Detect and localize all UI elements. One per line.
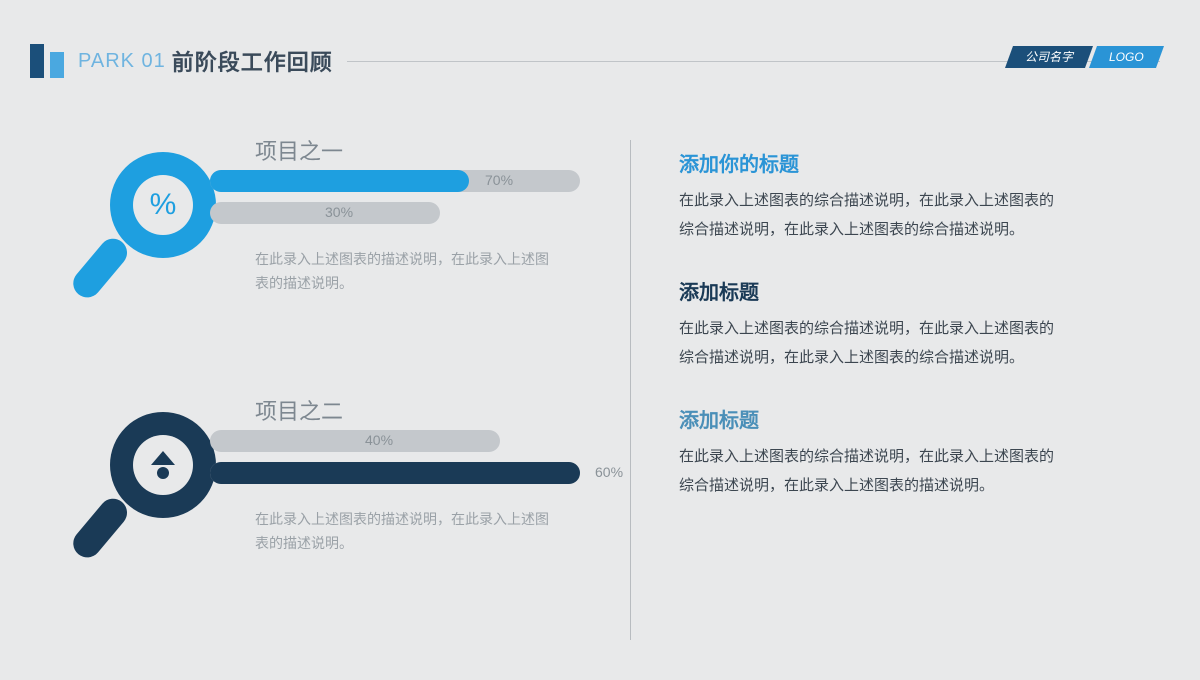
page-title: 前阶段工作回顾 <box>172 45 333 77</box>
bar-label: 70% <box>485 172 513 188</box>
content-area: % 项目之一 70% 30% 在此录入上述图表的描述说明，在此录入上述图表的描述… <box>110 140 1140 640</box>
section-2: 添加标题 在此录入上述图表的综合描述说明，在此录入上述图表的综合描述说明，在此录… <box>679 276 1140 372</box>
magnifier-handle <box>68 493 133 563</box>
project-title-2: 项目之二 <box>255 394 343 426</box>
project-description-2: 在此录入上述图表的描述说明，在此录入上述图表的描述说明。 <box>255 508 555 556</box>
magnifier-lens: % <box>133 175 193 235</box>
right-column: 添加你的标题 在此录入上述图表的综合描述说明，在此录入上述图表的综合描述说明，在… <box>630 140 1140 640</box>
project-title-1: 项目之一 <box>255 134 343 166</box>
bar-track <box>210 430 500 452</box>
arrow-up-icon <box>149 449 177 481</box>
bar-label: 40% <box>365 432 393 448</box>
logo-block: 公司名字 LOGO <box>1009 46 1160 68</box>
accent-bars <box>30 44 64 78</box>
section-3: 添加标题 在此录入上述图表的综合描述说明，在此录入上述图表的综合描述说明，在此录… <box>679 404 1140 500</box>
magnifier-handle <box>68 233 133 303</box>
percent-icon: % <box>150 188 177 222</box>
bar-fill <box>210 462 580 484</box>
accent-bar-1 <box>30 44 44 78</box>
section-number: PARK 01 <box>78 50 166 73</box>
bar-label: 60% <box>595 464 623 480</box>
section-1: 添加你的标题 在此录入上述图表的综合描述说明，在此录入上述图表的综合描述说明，在… <box>679 148 1140 244</box>
project-block-1: % 项目之一 70% 30% 在此录入上述图表的描述说明，在此录入上述图表的描述… <box>110 140 630 330</box>
section-body: 在此录入上述图表的综合描述说明，在此录入上述图表的综合描述说明，在此录入上述图表… <box>679 187 1059 244</box>
magnifier-lens <box>133 435 193 495</box>
company-label: 公司名字 <box>1025 46 1073 68</box>
section-body: 在此录入上述图表的综合描述说明，在此录入上述图表的综合描述说明，在此录入上述图表… <box>679 443 1059 500</box>
project-block-2: 项目之二 40% 60% 在此录入上述图表的描述说明，在此录入上述图表的描述说明… <box>110 400 630 590</box>
left-column: % 项目之一 70% 30% 在此录入上述图表的描述说明，在此录入上述图表的描述… <box>110 140 630 640</box>
project-description-1: 在此录入上述图表的描述说明，在此录入上述图表的描述说明。 <box>255 248 555 296</box>
section-body: 在此录入上述图表的综合描述说明，在此录入上述图表的综合描述说明，在此录入上述图表… <box>679 315 1059 372</box>
bar-fill <box>210 170 469 192</box>
logo-chip: LOGO <box>1089 46 1164 68</box>
logo-label: LOGO <box>1109 46 1144 68</box>
section-title: 添加你的标题 <box>679 148 1140 177</box>
bar-label: 30% <box>325 204 353 220</box>
section-title: 添加标题 <box>679 276 1140 305</box>
slide-header: PARK 01 前阶段工作回顾 <box>0 44 1160 78</box>
accent-bar-2 <box>50 52 64 78</box>
section-title: 添加标题 <box>679 404 1140 433</box>
company-chip: 公司名字 <box>1005 46 1093 68</box>
